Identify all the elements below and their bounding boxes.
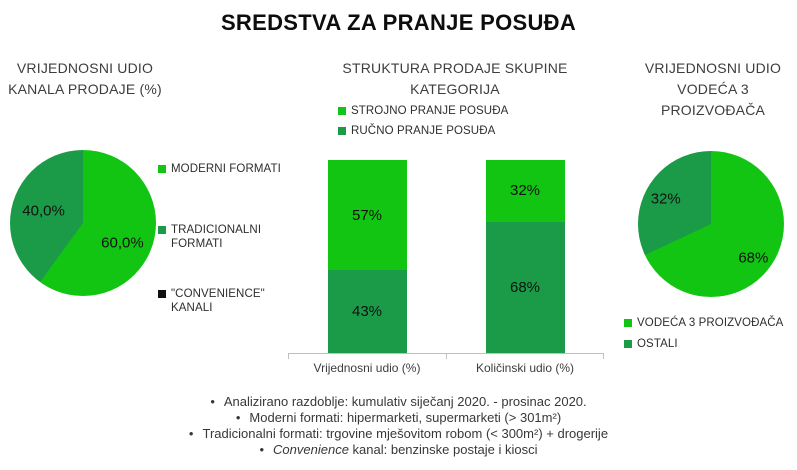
right-pie-title-line3: PROIZVOĐAČA [660,102,766,118]
footnote-line: • Convenience kanal: benzinske postaje i … [0,442,797,458]
bar-segment-rucno: 43% [327,270,407,353]
legend-item-vodeca3: VODEĆA 3 PROIZVOĐAČA [624,316,783,330]
legend-label: VODEĆA 3 PROIZVOĐAČA [637,317,784,329]
bar-category-vrijednosni: 57% 43% [288,160,446,353]
page-title: SREDSTVA ZA PRANJE POSUĐA [220,10,577,35]
pie-slice-label-ostali: 32% [650,190,681,208]
legend-label: OSTALI [637,338,678,350]
footnote-italic: Convenience [273,442,349,457]
footnote-text: kanal: benzinske postaje i kiosci [348,442,538,457]
legend-item-rucno-pranje: RUČNO PRANJE POSUĐA [338,124,508,138]
bar-chart-title-line1: STRUKTURA PRODAJE SKUPINE [342,60,568,76]
left-pie-title: VRIJEDNOSNI UDIO KANALA PRODAJE (%) [0,58,170,100]
axis-tick [446,354,447,359]
pie-chart-top3-manufacturers: 68% 32% [638,151,784,297]
legend-swatch-icon [624,319,632,327]
axis-tick [603,354,604,359]
legend-swatch-icon [338,107,346,115]
bar-segment-value: 43% [351,302,383,320]
bullet-icon: • [235,410,241,425]
legend-label: STROJNO PRANJE POSUĐA [351,105,509,117]
right-pie-title: VRIJEDNOSNI UDIO VODEĆA 3 PROIZVOĐAČA [628,58,797,121]
legend-label: "CONVENIENCE" KANALI [171,288,265,314]
left-pie-title-line1: VRIJEDNOSNI UDIO [16,60,154,76]
pie-slice-label-moderni: 60,0% [101,234,144,252]
footnote-line: • Tradicionalni formati: trgovine mješovi… [0,426,797,442]
bar-segment-value: 32% [509,182,541,200]
legend-label: RUČNO PRANJE POSUĐA [351,125,496,137]
legend-swatch-icon [158,290,166,298]
footnote-line: • Moderni formati: hipermarketi, supermar… [0,410,797,426]
pie-chart-sales-channels: 60,0% 40,0% [10,150,156,296]
legend-item-convenience-kanali: "CONVENIENCE" KANALI [158,287,298,315]
legend-item-ostali: OSTALI [624,337,783,351]
bar-chart-legend: STROJNO PRANJE POSUĐA RUČNO PRANJE POSUĐ… [338,104,508,144]
legend-label: TRADICIONALNI FORMATI [171,224,262,250]
stacked-bar-chart: 57% 43% 32% 68% [288,160,604,359]
x-axis-label-vrijednosni: Vrijednosni udio (%) [313,361,421,375]
bullet-icon: • [188,426,194,441]
pie-slice-label-tradicionalni: 40,0% [22,202,65,220]
bar-chart-title-line2: KATEGORIJA [410,81,500,97]
right-pie-title-line1: VRIJEDNOSNI UDIO [644,60,782,76]
footnotes: • Analizirano razdoblje: kumulativ siječa… [0,394,797,458]
footnote-text: Moderni formati: hipermarketi, supermark… [249,410,562,425]
top3-manufacturers-legend: VODEĆA 3 PROIZVOĐAČA OSTALI [624,316,783,358]
bar-category-kolicinski: 32% 68% [446,160,604,353]
bar-chart-title: STRUKTURA PRODAJE SKUPINE KATEGORIJA [330,58,580,100]
bullet-icon: • [259,442,265,457]
bar-segment-value: 68% [509,278,541,296]
footnote-text: Tradicionalni formati: trgovine mješovit… [202,426,609,441]
legend-item-strojno-pranje: STROJNO PRANJE POSUĐA [338,104,508,118]
legend-swatch-icon [338,127,346,135]
bar-segment-value: 57% [351,206,383,224]
legend-swatch-icon [624,340,632,348]
axis-tick [288,354,289,359]
legend-swatch-icon [158,226,166,234]
legend-item-tradicionalni-formati: TRADICIONALNI FORMATI [158,223,298,251]
bar-segment-rucno: 68% [485,221,565,353]
footnote-line: • Analizirano razdoblje: kumulativ siječa… [0,394,797,410]
legend-item-moderni-formati: MODERNI FORMATI [158,162,298,176]
right-pie-title-line2: VODEĆA 3 [677,81,749,97]
footnote-text: Analizirano razdoblje: kumulativ siječan… [223,394,587,409]
bullet-icon: • [210,394,215,409]
bar-segment-strojno: 32% [485,160,565,222]
legend-label: MODERNI FORMATI [171,163,281,175]
left-pie-title-line2: KANALA PRODAJE (%) [8,81,162,97]
stacked-bar: 32% 68% [485,160,565,353]
bar-segment-strojno: 57% [327,160,407,270]
x-axis-label-kolicinski: Količinski udio (%) [475,361,575,375]
legend-swatch-icon [158,165,166,173]
stacked-bar: 57% 43% [327,160,407,353]
pie-slice-label-vodeca3: 68% [738,249,769,267]
